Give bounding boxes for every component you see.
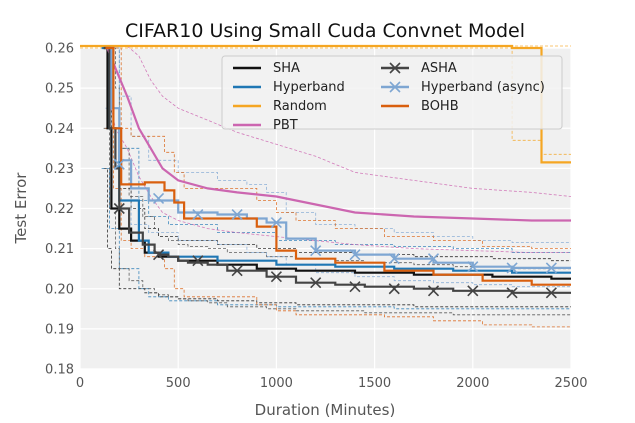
sha-band-lower	[103, 168, 571, 308]
hyperband-async-marker	[113, 158, 125, 170]
bohb-band-upper	[105, 47, 571, 249]
pbt-band-upper	[107, 45, 572, 197]
asha-marker	[192, 255, 204, 267]
x-tick-label: 0	[76, 376, 84, 391]
asha-marker	[467, 285, 479, 297]
x-tick-label: 500	[166, 376, 191, 391]
legend-label-asha: ASHA	[421, 61, 457, 76]
asha-band-lower	[103, 127, 571, 316]
hyperband-async-marker	[545, 262, 557, 274]
legend-marker-hyperband-async	[389, 81, 401, 93]
y-axis-ticks: 0.18 0.19 0.20 0.21 0.22 0.23 0.24 0.25 0.26	[45, 42, 74, 378]
legend-label-sha: SHA	[273, 61, 300, 76]
hyperband-async-marker	[349, 249, 361, 261]
asha-line	[103, 46, 571, 294]
y-tick-label: 0.26	[45, 42, 74, 57]
pbt-band-lower	[107, 88, 571, 253]
y-axis-title: Test Error	[12, 172, 30, 245]
bohb-line	[105, 46, 571, 286]
x-tick-label: 1000	[260, 376, 293, 391]
asha-marker	[231, 265, 243, 277]
asha-band-upper	[103, 47, 571, 270]
hyperband-async-marker	[231, 208, 243, 221]
asha-marker	[310, 277, 322, 289]
x-tick-label: 2000	[456, 376, 489, 391]
legend-label-pbt: PBT	[273, 118, 298, 133]
hyperband-async-marker	[152, 192, 165, 205]
random-band-lower	[80, 47, 571, 155]
legend-label-bohb: BOHB	[421, 99, 459, 114]
y-tick-label: 0.21	[45, 242, 74, 257]
legend-label-hyperband-async: Hyperband (async)	[421, 80, 545, 95]
y-tick-label: 0.18	[45, 363, 74, 378]
y-tick-label: 0.25	[45, 82, 74, 97]
legend-marker-asha	[389, 62, 401, 74]
asha-marker	[427, 285, 440, 297]
hyperband-async-marker	[192, 208, 204, 221]
hyperband-async-marker	[467, 261, 479, 273]
asha-marker	[545, 287, 557, 299]
hyperband-band-lower	[101, 168, 571, 310]
legend-label-random: Random	[273, 99, 327, 114]
hyperband-band-upper	[101, 47, 571, 253]
asha-marker	[388, 283, 400, 295]
pbt-line	[106, 47, 571, 222]
hyperband-async-marker	[506, 262, 518, 274]
x-axis-ticks: 0 500 1000 1500 2000 2500	[76, 376, 588, 391]
series-lines	[80, 44, 571, 294]
x-tick-label: 1500	[358, 376, 391, 391]
hyperband-async-marker	[270, 216, 282, 229]
legend-label-hyperband: Hyperband	[273, 80, 345, 95]
asha-marker	[113, 202, 125, 215]
y-tick-label: 0.22	[45, 202, 74, 217]
y-tick-label: 0.20	[45, 282, 74, 297]
hyperband-async-marker	[427, 253, 440, 265]
x-tick-label: 2500	[554, 376, 587, 391]
asha-marker	[349, 281, 361, 293]
hyperband-async-line	[105, 46, 571, 269]
x-axis-title: Duration (Minutes)	[255, 401, 396, 419]
hyperband-async-marker	[388, 253, 400, 265]
random-line	[80, 44, 571, 164]
asha-marker	[506, 287, 518, 299]
legend: SHA ASHA Hyperband Hyperband (async) Random B…	[221, 55, 563, 133]
asha-marker	[152, 249, 165, 261]
y-tick-label: 0.19	[45, 322, 74, 337]
hyperband-async-band-lower	[105, 107, 571, 288]
legend-box	[221, 55, 563, 130]
asha-marker	[270, 271, 282, 283]
y-tick-label: 0.23	[45, 162, 74, 177]
hyperband-async-marker	[310, 245, 322, 257]
chart-title: CIFAR10 Using Small Cuda Convnet Model	[125, 20, 525, 42]
y-tick-label: 0.24	[45, 122, 74, 137]
series-markers	[113, 158, 557, 299]
